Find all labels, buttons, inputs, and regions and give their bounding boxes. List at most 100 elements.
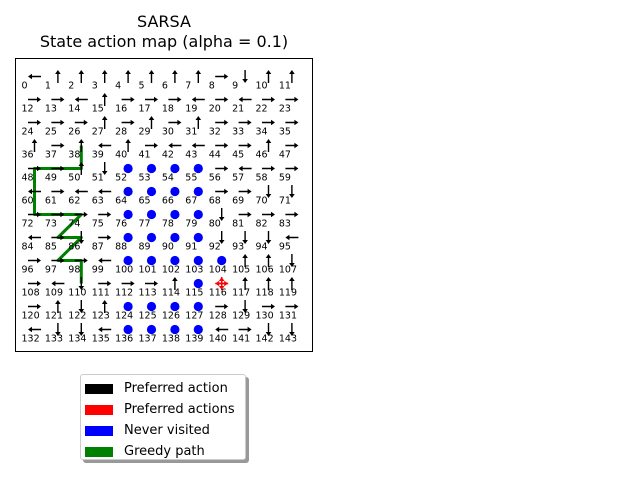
- preferred-action-arrow: [215, 119, 229, 126]
- state-label: 8: [209, 81, 215, 92]
- state-label: 47: [279, 150, 291, 161]
- state-label: 55: [185, 173, 197, 184]
- preferred-action-arrow: [78, 162, 85, 175]
- state-label: 52: [115, 173, 127, 184]
- preferred-action-arrow: [98, 326, 112, 333]
- state-label: 58: [256, 173, 268, 184]
- state-label: 123: [92, 311, 110, 322]
- legend-label: Preferred action: [124, 381, 228, 396]
- preferred-action-arrow: [215, 142, 229, 149]
- preferred-action-arrow: [285, 234, 299, 241]
- preferred-action-arrow: [28, 119, 41, 126]
- never-visited-marker: [123, 209, 133, 220]
- preferred-action-arrow: [215, 326, 229, 333]
- preferred-action-arrow: [285, 96, 299, 103]
- state-label: 101: [139, 265, 157, 276]
- state-label: 15: [92, 104, 104, 115]
- state-label: 134: [68, 334, 86, 345]
- state-label: 30: [162, 127, 174, 138]
- legend-swatch: [85, 446, 113, 457]
- state-label: 0: [22, 81, 28, 92]
- never-visited-marker: [170, 255, 180, 266]
- state-label: 36: [22, 150, 34, 161]
- state-label: 2: [68, 81, 74, 92]
- state-label: 42: [162, 150, 174, 161]
- preferred-action-arrow: [101, 116, 108, 129]
- preferred-action-arrow: [55, 323, 61, 336]
- state-label: 41: [139, 150, 151, 161]
- legend-label: Preferred actions: [124, 402, 235, 417]
- never-visited-marker: [170, 186, 180, 197]
- state-label: 129: [232, 311, 250, 322]
- preferred-action-arrow: [238, 211, 252, 218]
- state-label: 12: [22, 104, 34, 115]
- legend-label: Greedy path: [124, 444, 205, 459]
- never-visited-marker: [123, 163, 133, 174]
- state-label: 13: [45, 104, 57, 115]
- preferred-action-arrow: [74, 119, 88, 126]
- preferred-action-arrow: [28, 211, 41, 218]
- state-label: 31: [185, 127, 197, 138]
- preferred-action-arrow: [98, 188, 112, 195]
- state-label: 62: [68, 196, 80, 207]
- state-label: 119: [279, 288, 297, 299]
- state-label: 74: [68, 219, 80, 230]
- preferred-action-arrow: [242, 254, 248, 267]
- state-label: 143: [279, 334, 297, 345]
- state-label: 60: [22, 196, 34, 207]
- state-label: 85: [45, 242, 57, 253]
- state-label: 114: [162, 288, 180, 299]
- state-label: 50: [68, 173, 80, 184]
- state-label: 142: [256, 334, 274, 345]
- state-label: 83: [279, 219, 291, 230]
- preferred-action-arrow: [98, 280, 112, 287]
- state-label: 78: [162, 219, 174, 230]
- never-visited-marker: [146, 301, 157, 312]
- never-visited-marker: [146, 209, 157, 220]
- state-label: 65: [139, 196, 151, 207]
- never-visited-marker: [123, 232, 133, 243]
- state-label: 107: [279, 265, 297, 276]
- preferred-action-arrow: [262, 303, 275, 310]
- state-label: 71: [279, 196, 291, 207]
- preferred-action-arrow: [78, 323, 85, 336]
- preferred-action-arrow: [145, 96, 158, 103]
- state-label: 88: [115, 242, 127, 253]
- preferred-action-arrow: [238, 165, 252, 172]
- never-visited-marker: [146, 163, 157, 174]
- state-label: 111: [92, 288, 110, 299]
- preferred-action-arrow: [51, 119, 65, 126]
- state-label: 103: [185, 265, 203, 276]
- state-label: 21: [232, 104, 244, 115]
- never-visited-marker: [123, 255, 133, 266]
- preferred-action-arrow: [265, 323, 272, 336]
- state-label: 124: [115, 311, 133, 322]
- state-label: 120: [22, 311, 40, 322]
- state-label: 102: [162, 265, 180, 276]
- state-label: 73: [45, 219, 57, 230]
- state-label: 61: [45, 196, 57, 207]
- never-visited-marker: [170, 301, 180, 312]
- state-label: 132: [22, 334, 40, 345]
- state-label: 22: [256, 104, 268, 115]
- never-visited-marker: [146, 255, 157, 266]
- preferred-action-arrow: [28, 234, 41, 241]
- state-label: 27: [92, 127, 104, 138]
- never-visited-marker: [193, 232, 203, 243]
- state-label: 89: [139, 242, 151, 253]
- preferred-action-arrow: [238, 96, 252, 103]
- preferred-action-arrow: [74, 96, 88, 103]
- never-visited-marker: [193, 209, 203, 220]
- state-label: 72: [22, 219, 34, 230]
- state-label: 80: [209, 219, 221, 230]
- preferred-action-arrow: [262, 165, 275, 172]
- state-label: 76: [115, 219, 127, 230]
- never-visited-marker: [146, 324, 157, 335]
- state-label: 109: [45, 288, 63, 299]
- state-label: 93: [232, 242, 244, 253]
- preferred-action-arrow: [28, 326, 41, 333]
- preferred-action-arrow: [78, 277, 85, 290]
- preferred-action-arrow: [289, 254, 295, 267]
- state-label: 28: [115, 127, 127, 138]
- state-label: 81: [232, 219, 244, 230]
